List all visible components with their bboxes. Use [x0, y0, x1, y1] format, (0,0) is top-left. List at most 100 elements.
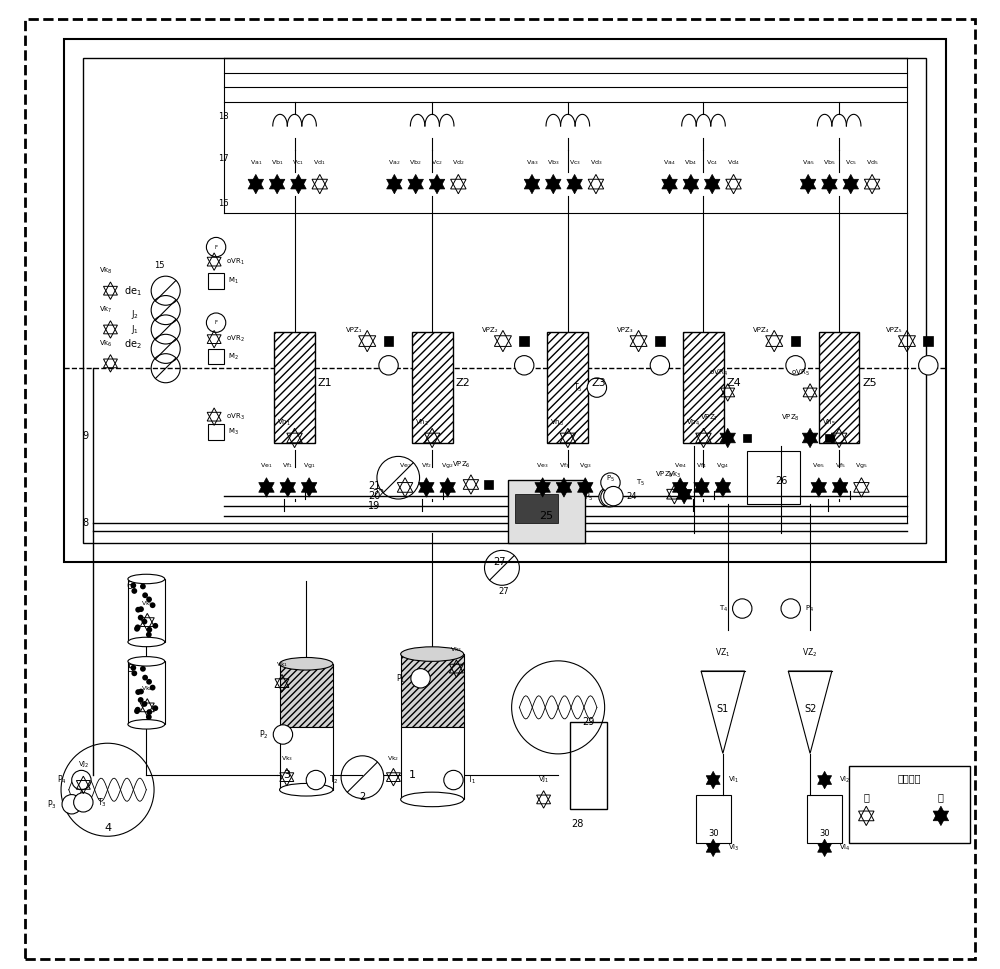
Text: Vh$_3$: Vh$_3$ [550, 418, 564, 428]
Circle shape [142, 674, 148, 680]
Polygon shape [822, 174, 837, 189]
Text: Vk$_4$: Vk$_4$ [141, 684, 154, 693]
Polygon shape [676, 489, 692, 504]
Polygon shape [524, 179, 540, 194]
Bar [128, 662, 165, 725]
Text: Vi$_4$: Vi$_4$ [839, 843, 851, 853]
Text: Vk$_2$: Vk$_2$ [450, 645, 463, 654]
Polygon shape [706, 771, 720, 785]
Polygon shape [408, 174, 423, 189]
Bar [825, 434, 834, 442]
Ellipse shape [401, 647, 464, 661]
Bar [208, 424, 224, 440]
Text: Vk$_2$: Vk$_2$ [387, 754, 400, 763]
Bar [384, 336, 393, 346]
Bar [83, 58, 926, 543]
Polygon shape [933, 806, 949, 821]
Polygon shape [676, 484, 692, 499]
Bar [401, 727, 464, 799]
Circle shape [150, 685, 156, 691]
Text: Va$_3$: Va$_3$ [526, 158, 538, 167]
Circle shape [130, 582, 136, 588]
Bar [683, 332, 724, 444]
Text: 4: 4 [104, 824, 111, 833]
Polygon shape [419, 483, 434, 497]
Text: 21: 21 [368, 482, 380, 491]
Bar [280, 664, 333, 727]
Text: P$_4$: P$_4$ [805, 604, 814, 613]
Text: Vk$_1$: Vk$_1$ [276, 660, 288, 669]
Polygon shape [818, 771, 832, 785]
Text: P$_5$: P$_5$ [584, 491, 594, 503]
Text: oVR$_5$: oVR$_5$ [791, 367, 810, 378]
Circle shape [733, 599, 752, 618]
Text: 阀门状态: 阀门状态 [897, 773, 921, 783]
Circle shape [604, 486, 623, 506]
Polygon shape [720, 428, 735, 443]
Text: P$_2$: P$_2$ [259, 729, 268, 740]
Text: Vc$_2$: Vc$_2$ [431, 158, 443, 167]
Bar [412, 332, 453, 444]
Polygon shape [704, 174, 720, 189]
Circle shape [146, 627, 152, 633]
Text: Vc$_3$: Vc$_3$ [569, 158, 581, 167]
Circle shape [206, 313, 226, 332]
Text: 6: 6 [127, 581, 133, 591]
Text: Vf$_2$: Vf$_2$ [421, 461, 432, 470]
Text: 27: 27 [499, 587, 509, 596]
Circle shape [919, 356, 938, 375]
Circle shape [135, 624, 141, 630]
Bar [208, 273, 224, 289]
Text: Vd$_4$: Vd$_4$ [727, 158, 740, 167]
Text: oVR$_2$: oVR$_2$ [226, 334, 244, 344]
Text: M$_2$: M$_2$ [228, 352, 238, 361]
Text: S2: S2 [804, 704, 816, 714]
Polygon shape [387, 174, 402, 189]
Polygon shape [822, 179, 837, 194]
Ellipse shape [280, 658, 333, 671]
Text: de$_1$: de$_1$ [124, 284, 141, 297]
Text: 25: 25 [539, 512, 554, 521]
Text: Va$_1$: Va$_1$ [250, 158, 262, 167]
Text: Vk$_3$: Vk$_3$ [668, 469, 681, 480]
Text: S1: S1 [717, 704, 729, 714]
Polygon shape [818, 775, 832, 789]
Text: 28: 28 [571, 819, 584, 828]
Bar [743, 434, 751, 442]
Text: Va$_4$: Va$_4$ [663, 158, 676, 167]
Text: M$_3$: M$_3$ [228, 427, 239, 437]
Bar [923, 336, 933, 346]
Circle shape [650, 356, 670, 375]
Text: Vg$_5$: Vg$_5$ [855, 461, 868, 470]
Polygon shape [720, 433, 735, 448]
Text: Z4: Z4 [727, 378, 741, 388]
Polygon shape [408, 179, 423, 194]
Text: 27: 27 [494, 557, 506, 567]
Text: 5: 5 [127, 664, 133, 673]
Circle shape [74, 793, 93, 812]
Text: Vc$_5$: Vc$_5$ [845, 158, 857, 167]
Ellipse shape [401, 793, 464, 806]
Text: 2: 2 [359, 792, 366, 801]
Text: Vg$_3$: Vg$_3$ [579, 461, 592, 470]
Circle shape [587, 378, 607, 397]
Polygon shape [259, 483, 274, 497]
Text: Vk$_3$: Vk$_3$ [281, 754, 293, 763]
Text: Vh$_2$: Vh$_2$ [415, 418, 429, 428]
Circle shape [134, 708, 140, 714]
Bar [791, 336, 800, 346]
Bar [515, 494, 558, 523]
Text: Vf$_3$: Vf$_3$ [559, 461, 569, 470]
Text: Vg$_4$: Vg$_4$ [716, 461, 729, 470]
Polygon shape [546, 179, 561, 194]
Text: 关: 关 [938, 793, 944, 802]
Polygon shape [567, 174, 582, 189]
Text: 24: 24 [626, 491, 636, 501]
Ellipse shape [280, 783, 333, 797]
Circle shape [131, 671, 137, 676]
Polygon shape [843, 179, 859, 194]
Text: Vk$_5$: Vk$_5$ [141, 599, 153, 608]
Polygon shape [291, 179, 306, 194]
Text: T$_1$: T$_1$ [467, 774, 477, 786]
Circle shape [306, 770, 326, 790]
